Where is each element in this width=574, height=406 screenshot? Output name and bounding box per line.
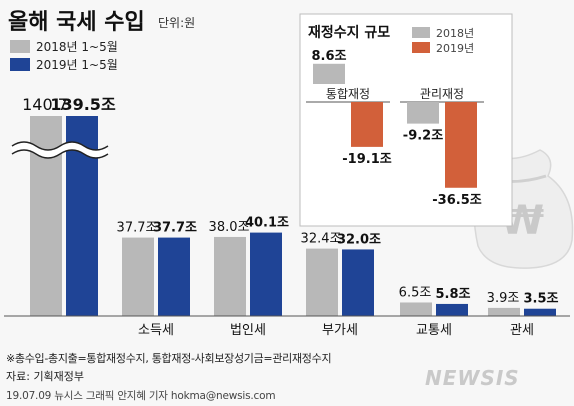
newsis-watermark: NEWSIS <box>425 366 520 390</box>
data-label-2018-5: 3.9조 <box>487 291 520 306</box>
x-tick-label-3: 부가세 <box>322 323 358 338</box>
first-category-highlight <box>8 322 102 340</box>
unit-label: 단위:원 <box>158 16 195 30</box>
bar-2019-1 <box>158 237 190 316</box>
data-label-2019-4: 5.8조 <box>436 287 471 302</box>
bar-2019-3 <box>342 249 374 316</box>
data-label-2019-1: 37.7조 <box>153 221 197 236</box>
inset-legend-swatch-2019 <box>412 42 430 53</box>
inset-legend-swatch-2018 <box>412 27 430 38</box>
credit-line: 19.07.09 뉴시스 그래픽 안지혜 기자 hokma@newsis.com <box>6 390 276 402</box>
inset-bar-2018-1 <box>407 102 439 124</box>
bar-2019-5 <box>524 308 556 316</box>
bar-2018-4 <box>400 302 432 316</box>
legend-label-2018: 2018년 1~5월 <box>36 40 118 54</box>
bar-2018-2 <box>214 236 246 316</box>
inset-data-label-2018-1: -9.2조 <box>403 129 443 144</box>
data-label-2019-5: 3.5조 <box>524 292 559 307</box>
inset-bar-2019-0 <box>351 102 383 147</box>
source-note: 자료: 기획재정부 <box>6 370 85 383</box>
x-axis-labels: 국세수입소득세법인세부가세교통세관세 <box>40 323 534 338</box>
data-label-2019-3: 32.0조 <box>337 232 381 247</box>
inset-legend-label-2019: 2019년 <box>436 42 474 55</box>
bar-2018-1 <box>122 237 154 316</box>
bar-2019-4 <box>436 303 468 316</box>
bar-2019-2 <box>250 232 282 316</box>
data-label-2019-2: 40.1조 <box>245 216 289 231</box>
inset-bar-chart: 통합재정 8.6조 -19.1조 관리재정 -9.2조 -36.5조 <box>306 49 484 208</box>
data-label-2018-1: 37.7조 <box>117 221 158 236</box>
data-label-2018-0: 140.7 <box>22 95 68 114</box>
bar-2018-5 <box>488 307 520 316</box>
legend-label-2019: 2019년 1~5월 <box>36 58 118 72</box>
inset-data-label-2018-0: 8.6조 <box>312 49 347 64</box>
data-label-2018-4: 6.5조 <box>399 285 432 300</box>
inset-data-label-2019-1: -36.5조 <box>432 193 481 208</box>
inset-category-label-1: 관리재정 <box>420 87 464 101</box>
data-label-2019-0: 139.5조 <box>50 95 116 114</box>
data-label-2018-3: 32.4조 <box>301 232 342 247</box>
inset-legend-label-2018: 2018년 <box>436 27 474 40</box>
x-tick-label-2: 법인세 <box>230 323 266 338</box>
legend-swatch-2019 <box>10 58 30 71</box>
inset-data-label-2019-0: -19.1조 <box>342 152 391 167</box>
x-tick-label-5: 관세 <box>510 323 534 338</box>
legend-swatch-2018 <box>10 40 30 53</box>
inset-bar-2019-1 <box>445 102 477 188</box>
axis-break-mark <box>10 141 110 159</box>
data-label-2018-2: 38.0조 <box>209 220 250 235</box>
inset-title: 재정수지 규모 <box>308 24 390 41</box>
x-tick-label-1: 소득세 <box>138 323 174 338</box>
footnote: ※총수입-총지출=통합재정수지, 통합재정-사회보장성기금=관리재정수지 <box>6 352 332 365</box>
inset-category-label-0: 통합재정 <box>326 87 370 101</box>
bar-2018-3 <box>306 248 338 316</box>
x-tick-label-4: 교통세 <box>416 323 452 338</box>
inset-bar-2018-0 <box>313 63 345 84</box>
chart-title: 올해 국세 수입 <box>8 10 145 35</box>
